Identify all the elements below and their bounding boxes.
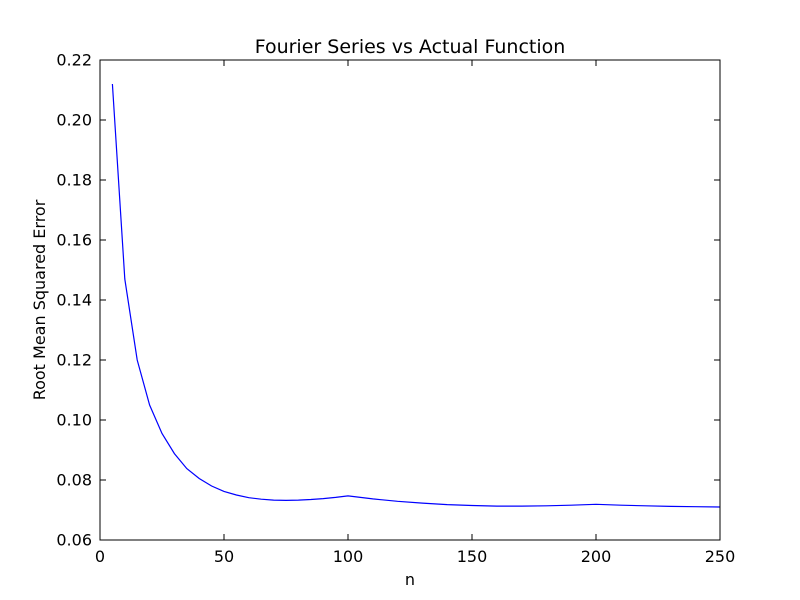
x-tick-label: 200 — [581, 547, 612, 566]
y-axis-label: Root Mean Squared Error — [30, 199, 49, 400]
y-tick-label: 0.06 — [56, 531, 92, 550]
y-tick-label: 0.16 — [56, 231, 92, 250]
y-tick-label: 0.22 — [56, 51, 92, 70]
y-tick-label: 0.14 — [56, 291, 92, 310]
x-tick-label: 150 — [457, 547, 488, 566]
chart-title: Fourier Series vs Actual Function — [255, 36, 566, 58]
plot-frame — [99, 59, 721, 541]
x-tick-label: 250 — [705, 547, 736, 566]
y-tick-label: 0.20 — [56, 111, 92, 130]
y-tick-label: 0.18 — [56, 171, 92, 190]
y-tick-label: 0.12 — [56, 351, 92, 370]
x-tick-label: 0 — [95, 547, 105, 566]
plot-area — [111, 83, 721, 508]
x-axis-label: n — [405, 570, 415, 589]
axis-ticks: 0 50 100 150 200 250 0.06 0.08 0.10 0.12 0.14 0.16 0… — [56, 51, 735, 567]
x-tick-label: 100 — [333, 547, 364, 566]
x-tick-label: 50 — [214, 547, 234, 566]
y-tick-label: 0.08 — [56, 471, 92, 490]
series-line-0 — [111, 83, 721, 508]
y-tick-label: 0.10 — [56, 411, 92, 430]
